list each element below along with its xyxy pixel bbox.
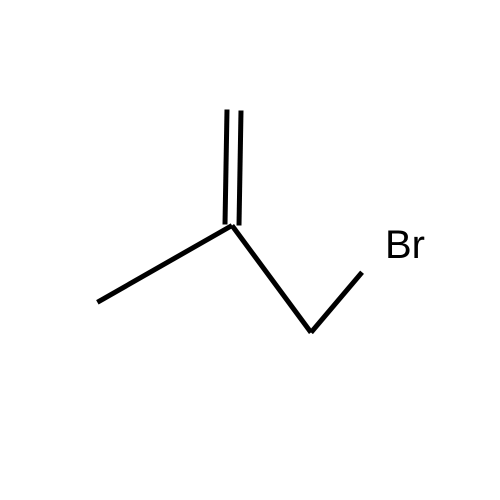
bond-c_central-ch3_methyl [96, 223, 233, 304]
bond-ch2_br-br [309, 270, 364, 334]
bond-c_central-ch2_terminal-b [223, 110, 230, 225]
bond-c_central-ch2_terminal-a [236, 110, 243, 225]
bond-c_central-ch2_br [230, 224, 313, 334]
atom-label-br: Br [385, 223, 425, 268]
molecule-canvas: Br [0, 0, 500, 500]
